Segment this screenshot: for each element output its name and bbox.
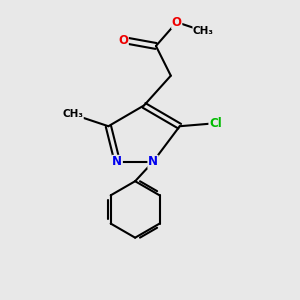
Text: N: N <box>148 155 158 168</box>
Text: O: O <box>172 16 182 29</box>
Text: CH₃: CH₃ <box>193 26 214 36</box>
Text: O: O <box>118 34 128 46</box>
Text: Cl: Cl <box>209 117 222 130</box>
Text: N: N <box>112 155 122 168</box>
Text: CH₃: CH₃ <box>62 109 83 119</box>
